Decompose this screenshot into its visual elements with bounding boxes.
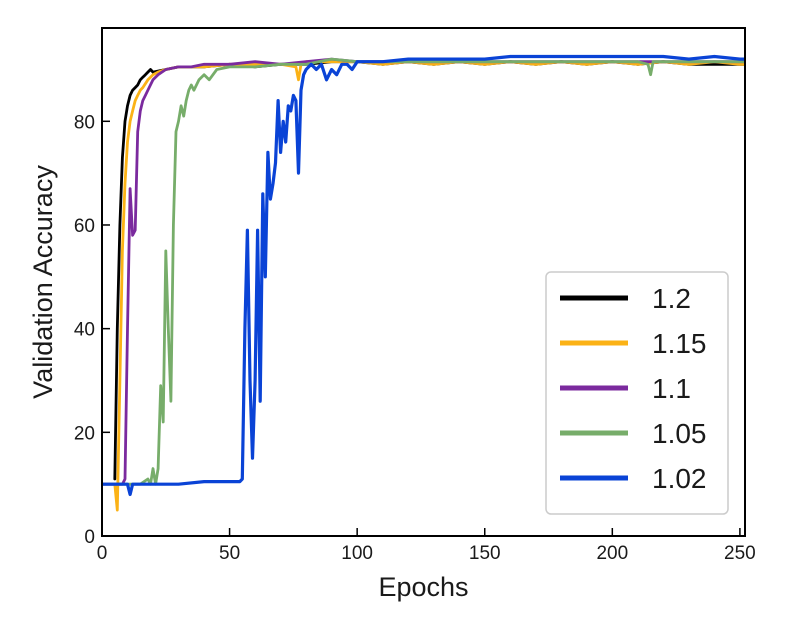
legend-label: 1.15	[652, 328, 707, 359]
x-tick-label: 0	[97, 543, 108, 564]
legend-label: 1.02	[652, 463, 707, 494]
y-axis-title: Validation Accuracy	[28, 165, 58, 399]
y-tick-label: 60	[74, 216, 95, 237]
legend-box	[545, 271, 729, 515]
x-axis-title: Epochs	[378, 572, 468, 602]
x-tick-label: 250	[724, 543, 756, 564]
ticks-layer: 0 50 100 150 200 250 0 20 40 60 80	[74, 112, 756, 564]
y-tick-label: 0	[84, 527, 95, 548]
y-tick-label: 80	[74, 112, 95, 133]
series-line-1-05	[102, 57, 745, 486]
legend-label: 1.2	[652, 283, 691, 314]
series-line-1-15	[113, 60, 745, 512]
x-tick-label: 200	[596, 543, 628, 564]
y-tick-label: 40	[74, 320, 95, 341]
series-line-1-02	[102, 54, 745, 497]
legend-label: 1.05	[652, 418, 707, 449]
plot-frame	[101, 27, 746, 537]
legend-label: 1.1	[652, 373, 691, 404]
series-layer	[102, 54, 745, 512]
x-tick-label: 150	[469, 543, 501, 564]
y-tick-label: 20	[74, 423, 95, 444]
legend-items: 1.2 1.15 1.1 1.05 1.02	[560, 283, 707, 494]
legend: 1.2 1.15 1.1 1.05 1.02	[545, 271, 729, 515]
x-tick-label: 50	[219, 543, 240, 564]
x-tick-label: 100	[341, 543, 373, 564]
